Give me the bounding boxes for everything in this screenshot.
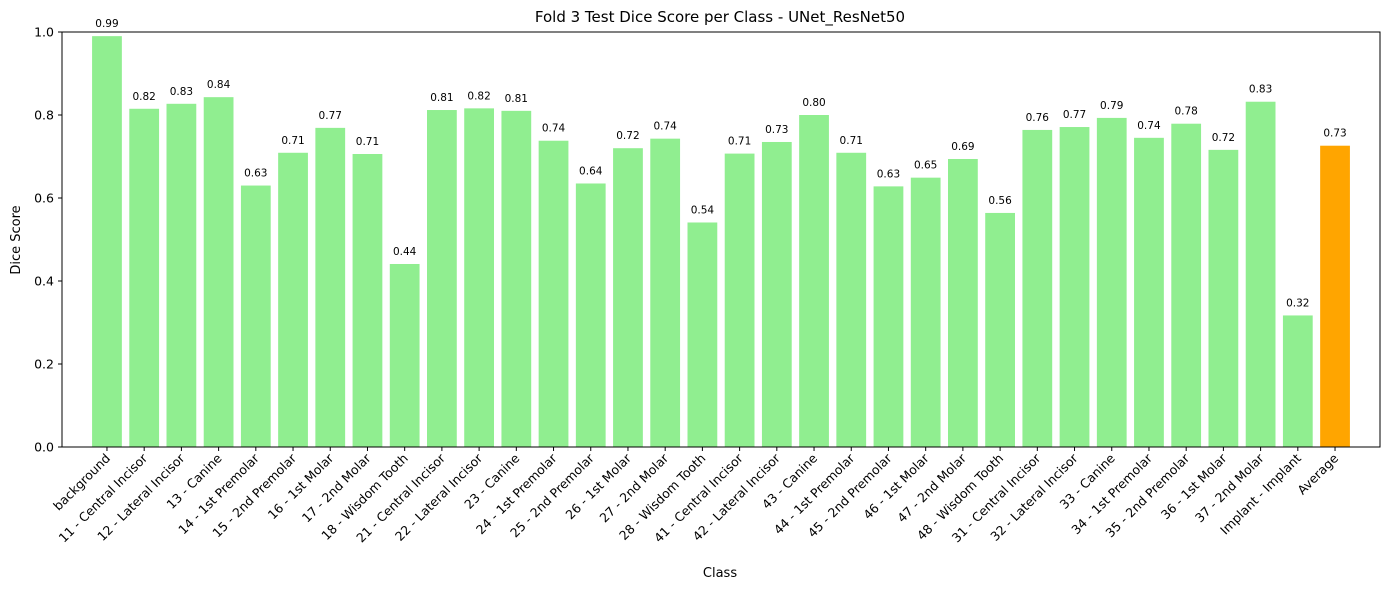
bar-27 bbox=[1096, 117, 1127, 448]
value-label-31: 0.83 bbox=[1249, 84, 1272, 96]
bar-25 bbox=[1022, 129, 1053, 447]
y-axis-ticks: 0.0 0.2 0.4 0.6 0.8 1.0 bbox=[34, 25, 62, 455]
bar-11 bbox=[501, 110, 532, 447]
value-label-28: 0.74 bbox=[1137, 120, 1161, 132]
bar-3 bbox=[203, 97, 234, 447]
bar-10 bbox=[464, 108, 494, 448]
bar-9 bbox=[427, 110, 457, 448]
bar-7 bbox=[352, 154, 383, 447]
value-label-32: 0.32 bbox=[1286, 297, 1309, 309]
value-label-6: 0.77 bbox=[319, 110, 342, 122]
value-label-22: 0.65 bbox=[914, 160, 937, 172]
bar-31 bbox=[1245, 101, 1276, 447]
bar-21 bbox=[873, 186, 904, 447]
bar-29 bbox=[1171, 123, 1202, 448]
bar-23 bbox=[948, 158, 978, 448]
value-label-13: 0.64 bbox=[579, 165, 603, 177]
value-label-16: 0.54 bbox=[691, 204, 715, 216]
bar-33 bbox=[1320, 145, 1350, 447]
bar-32 bbox=[1282, 315, 1313, 447]
y-tick-label-4: 0.8 bbox=[34, 108, 54, 123]
value-label-18: 0.73 bbox=[765, 124, 788, 136]
value-label-26: 0.77 bbox=[1063, 109, 1086, 121]
value-label-24: 0.56 bbox=[988, 195, 1012, 207]
bar-26 bbox=[1059, 127, 1090, 447]
chart-title: Fold 3 Test Dice Score per Class - UNet_… bbox=[535, 8, 905, 27]
value-label-1: 0.82 bbox=[132, 91, 155, 103]
value-label-25: 0.76 bbox=[1026, 112, 1050, 124]
value-label-23: 0.69 bbox=[951, 141, 974, 153]
bar-8 bbox=[389, 263, 420, 447]
y-tick-label-5: 1.0 bbox=[34, 25, 54, 40]
bar-15 bbox=[650, 138, 681, 447]
bar-13 bbox=[575, 183, 606, 448]
bar-2 bbox=[166, 103, 197, 448]
bars-group bbox=[92, 36, 1350, 448]
bar-1 bbox=[129, 108, 160, 447]
value-label-33: 0.73 bbox=[1323, 128, 1346, 140]
x-tick-label-33: Average bbox=[1294, 450, 1341, 497]
bar-17 bbox=[724, 153, 755, 447]
value-label-27: 0.79 bbox=[1100, 100, 1123, 112]
value-label-19: 0.80 bbox=[802, 97, 825, 109]
value-label-9: 0.81 bbox=[430, 92, 453, 104]
value-label-4: 0.63 bbox=[244, 168, 267, 180]
value-label-20: 0.71 bbox=[840, 135, 863, 147]
bar-5 bbox=[278, 152, 308, 447]
value-label-12: 0.74 bbox=[542, 123, 566, 135]
bar-30 bbox=[1208, 149, 1239, 448]
bar-18 bbox=[761, 141, 792, 448]
value-label-2: 0.83 bbox=[170, 86, 193, 98]
value-label-11: 0.81 bbox=[505, 93, 528, 105]
value-label-10: 0.82 bbox=[467, 90, 490, 102]
value-label-30: 0.72 bbox=[1212, 132, 1235, 144]
bar-4 bbox=[240, 185, 271, 448]
y-tick-label-0: 0.0 bbox=[34, 440, 54, 455]
value-label-5: 0.71 bbox=[281, 135, 304, 147]
y-tick-label-2: 0.4 bbox=[34, 274, 54, 289]
x-axis-label: Class bbox=[703, 566, 737, 581]
value-label-17: 0.71 bbox=[728, 136, 751, 148]
y-tick-label-3: 0.6 bbox=[34, 191, 54, 206]
value-label-8: 0.44 bbox=[393, 246, 417, 258]
value-labels-group: 0.99 0.82 0.83 0.84 0.63 0.71 0.77 0.71 0.44 0.81… bbox=[95, 18, 1346, 309]
plot-area-frame bbox=[61, 31, 1381, 448]
bar-24 bbox=[985, 212, 1015, 447]
bar-12 bbox=[538, 140, 569, 448]
bar-14 bbox=[613, 148, 643, 447]
value-label-0: 0.99 bbox=[95, 18, 118, 30]
bar-0 bbox=[92, 36, 122, 448]
bar-19 bbox=[799, 115, 829, 447]
bar-20 bbox=[836, 152, 867, 447]
value-label-29: 0.78 bbox=[1174, 106, 1197, 118]
bar-16 bbox=[687, 222, 718, 447]
value-label-3: 0.84 bbox=[207, 79, 231, 91]
y-tick-label-1: 0.2 bbox=[34, 357, 54, 372]
value-label-14: 0.72 bbox=[616, 130, 639, 142]
value-label-15: 0.74 bbox=[653, 121, 677, 133]
bar-22 bbox=[910, 177, 941, 447]
y-axis-label: Dice Score bbox=[9, 205, 24, 274]
value-label-7: 0.71 bbox=[356, 136, 379, 148]
bar-28 bbox=[1134, 137, 1164, 447]
bar-6 bbox=[315, 127, 346, 448]
value-label-21: 0.63 bbox=[877, 168, 900, 180]
